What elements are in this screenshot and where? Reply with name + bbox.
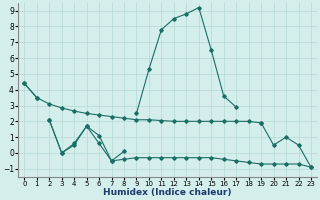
X-axis label: Humidex (Indice chaleur): Humidex (Indice chaleur) xyxy=(103,188,232,197)
